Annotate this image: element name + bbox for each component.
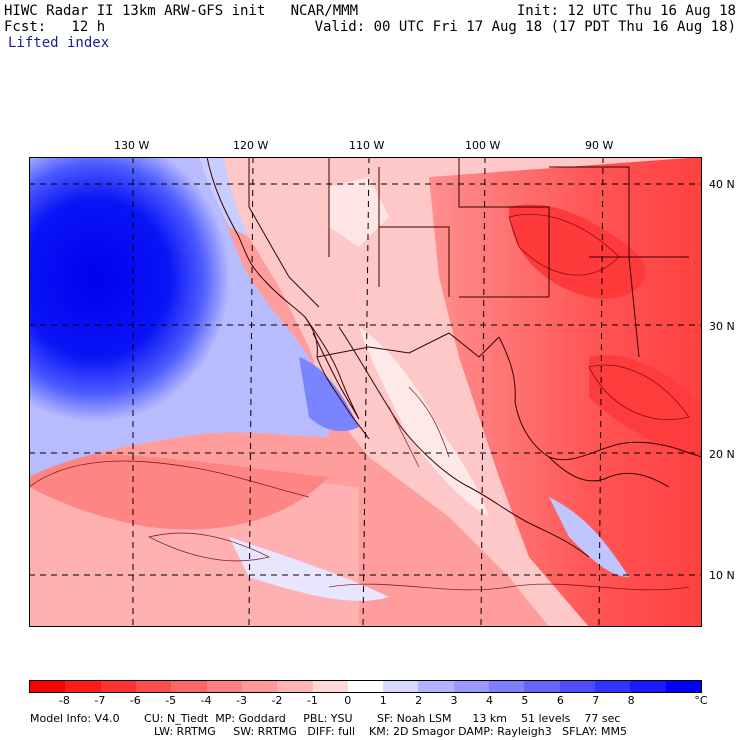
contour-5	[388, 386, 450, 468]
contour-2	[147, 532, 271, 562]
plains-max	[509, 204, 646, 299]
grid-lon-90w	[598, 157, 604, 627]
colorbar-swatch	[241, 681, 278, 692]
colorbar	[29, 680, 702, 693]
colorbar-swatch	[100, 681, 136, 692]
grid-lon-110w	[362, 157, 370, 627]
contour-6	[328, 583, 690, 591]
colorbar-swatch	[347, 681, 384, 692]
colorbar-swatch	[418, 681, 454, 692]
colorbar-swatch	[524, 681, 560, 692]
colorbar-tick-label: -7	[94, 694, 106, 707]
colorbar-swatch	[559, 681, 595, 692]
colorbar-swatch	[453, 681, 490, 692]
colorbar-swatch	[383, 681, 419, 692]
colorbar-tick-label: -4	[200, 694, 212, 707]
lat-label-20n: 20 N	[709, 448, 735, 461]
colorbar-swatch	[135, 681, 172, 692]
colorbar-swatch	[665, 681, 701, 692]
field-name: Lifted index	[8, 35, 110, 51]
pacific-stable-field	[29, 157, 329, 477]
colorbar-tick-label: 4	[485, 694, 493, 707]
mexico-west-coast	[338, 326, 590, 558]
yucatan-coast	[548, 456, 670, 488]
colorbar-swatch	[65, 681, 101, 692]
colorbar-tick-label: -8	[58, 694, 70, 707]
grid-lon-100w	[480, 157, 486, 627]
us-mexico-border	[316, 332, 500, 358]
colorbar-swatch	[206, 681, 242, 692]
colorbar-swatch	[595, 681, 631, 692]
colorbar-swatch	[277, 681, 313, 692]
lat-label-40n: 40 N	[709, 178, 735, 191]
colorbar-tick-label: 6	[556, 694, 564, 707]
colorbar-tick-label: 8	[627, 694, 635, 707]
forecast-hour: Fcst: 12 h	[4, 19, 106, 35]
mexico-plateau	[359, 327, 489, 517]
colorbar-tick-label: -5	[165, 694, 177, 707]
state-line-5	[549, 166, 689, 358]
grid-lon-120w	[248, 157, 254, 627]
lon-label-90w: 90 W	[585, 139, 614, 152]
colorbar-swatch	[630, 681, 666, 692]
lon-label-100w: 100 W	[465, 139, 501, 152]
model-info-line-1: Model Info: V4.0 CU: N_Tiedt MP: Goddard…	[30, 712, 621, 725]
map-frame	[29, 157, 702, 627]
state-line-3	[378, 167, 450, 297]
lat-label-10n: 10 N	[709, 569, 735, 582]
colorbar-tick-label: 5	[521, 694, 529, 707]
gulf-max	[589, 355, 702, 457]
isthmus-blue	[549, 497, 629, 577]
colorbar-tick-label: -2	[271, 694, 283, 707]
baja-peninsula	[304, 316, 360, 420]
colorbar-unit: °C	[694, 694, 708, 707]
colorbar-swatch	[312, 681, 348, 692]
great-basin-pale	[329, 177, 389, 247]
colorbar-swatch	[30, 681, 66, 692]
lon-label-110w: 110 W	[349, 139, 385, 152]
baja-offshore	[299, 357, 359, 432]
colorbar-tick-label: -6	[129, 694, 141, 707]
lon-label-120w: 120 W	[233, 139, 269, 152]
map-canvas	[29, 157, 702, 627]
lat-label-30n: 30 N	[709, 320, 735, 333]
colorbar-tick-label: 3	[450, 694, 458, 707]
colorbar-tick-label: 7	[592, 694, 600, 707]
title-line-left: HIWC Radar II 13km ARW-GFS init NCAR/MMM	[4, 3, 359, 19]
model-info-line-2: LW: RRTMG SW: RRTMG DIFF: full KM: 2D Sm…	[154, 725, 627, 738]
lifted-index-map	[29, 157, 702, 627]
init-time: Init: 12 UTC Thu 16 Aug 18	[516, 3, 736, 19]
state-line-4	[458, 157, 550, 298]
colorbar-tick-label: 1	[379, 694, 387, 707]
colorbar-tick-label: 2	[415, 694, 423, 707]
tropical-band	[29, 454, 329, 530]
contour-3	[508, 214, 620, 276]
contour-4	[588, 364, 690, 420]
colorbar-tick-label: 0	[344, 694, 352, 707]
colorbar-tick-label: -1	[306, 694, 318, 707]
colorbar-swatch	[489, 681, 525, 692]
colorbar-tick-label: -3	[236, 694, 247, 707]
state-line-1	[248, 157, 320, 308]
valid-time: Valid: 00 UTC Fri 17 Aug 18 (17 PDT Thu …	[314, 19, 736, 35]
contour-1	[29, 460, 310, 498]
colorbar-swatch	[171, 681, 207, 692]
west-coast	[206, 157, 370, 440]
coastal-edge	[199, 157, 249, 237]
lon-label-130w: 130 W	[114, 139, 150, 152]
